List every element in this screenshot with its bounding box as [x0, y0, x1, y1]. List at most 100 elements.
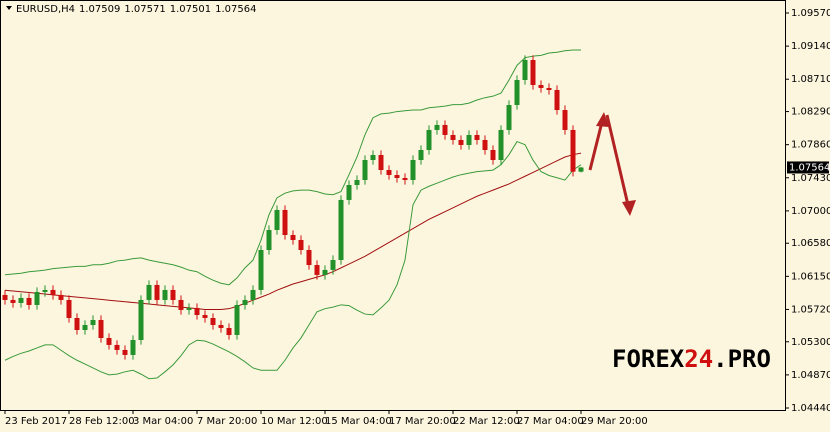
- indicator-line: [4, 152, 582, 310]
- forecast-arrows: [588, 112, 636, 216]
- candle-body: [514, 79, 520, 106]
- arrow-down: [605, 114, 630, 206]
- candle-body: [130, 340, 136, 355]
- candle-body: [346, 185, 352, 200]
- candle-body: [178, 299, 184, 310]
- candle-body: [274, 209, 280, 230]
- x-tick-label: 23 Feb 2017: [5, 416, 67, 427]
- candle-body: [82, 324, 88, 331]
- candle-body: [442, 124, 448, 135]
- candle-body: [338, 199, 344, 261]
- candle-body: [354, 180, 360, 186]
- candle-body: [434, 124, 440, 130]
- candle-body: [218, 324, 224, 328]
- candle-body: [210, 317, 216, 325]
- candle-body: [138, 299, 144, 341]
- candle-body: [58, 294, 64, 300]
- candle-body: [410, 159, 416, 181]
- candle-body: [186, 307, 192, 310]
- y-tick-label: 1.06580: [791, 238, 830, 249]
- candle-body: [538, 85, 544, 89]
- candle-body: [226, 328, 232, 336]
- candle-body: [386, 170, 392, 176]
- candle-body: [250, 289, 256, 300]
- menu-arrow: [6, 6, 12, 10]
- x-tick-label: 10 Mar 12:00: [261, 416, 328, 427]
- x-tick-label: 29 Mar 20:00: [581, 416, 648, 427]
- arrow-head: [596, 112, 609, 127]
- x-tick-label: 7 Mar 20:00: [197, 416, 257, 427]
- y-tick-label: 1.08710: [791, 74, 830, 85]
- candle-body: [282, 209, 288, 235]
- indicator-line: [4, 49, 581, 286]
- y-tick-label: 1.07430: [791, 173, 830, 184]
- candle-body: [154, 284, 160, 300]
- candle-body: [146, 284, 152, 300]
- plot-frame: [0, 0, 786, 411]
- candle-body: [394, 175, 400, 179]
- arrow-up: [588, 121, 604, 171]
- candle-body: [306, 250, 312, 266]
- x-tick-label: 22 Mar 12:00: [453, 416, 520, 427]
- candle-body: [362, 159, 368, 181]
- indicator-line: [4, 140, 582, 380]
- arrow-head: [622, 200, 636, 216]
- y-tick-label: 1.09140: [791, 41, 830, 52]
- y-tick-label: 1.06150: [791, 271, 830, 282]
- candle-body: [322, 269, 328, 275]
- candle-body: [298, 239, 304, 251]
- candle-body: [10, 299, 16, 303]
- candle-body: [474, 134, 480, 140]
- candle-body: [370, 154, 376, 160]
- candle-body: [378, 154, 384, 171]
- y-tick-label: 1.08290: [791, 107, 830, 118]
- candle-body: [570, 129, 576, 172]
- candle-body: [26, 297, 32, 305]
- watermark-part: .PRO: [713, 345, 771, 373]
- candle-body: [578, 167, 584, 172]
- y-tick-label: 1.07860: [791, 140, 830, 151]
- candle-body: [498, 129, 504, 160]
- candle-body: [554, 90, 560, 111]
- ohlc-high: 1.07571: [124, 4, 165, 15]
- candle-body: [266, 229, 272, 251]
- y-tick-label: 1.05300: [791, 337, 830, 348]
- candle-body: [162, 289, 168, 300]
- candle-body: [234, 304, 240, 336]
- candle-body: [458, 139, 464, 145]
- candle-body: [562, 110, 568, 130]
- candle-body: [90, 319, 96, 325]
- ohlc-low: 1.07501: [170, 4, 211, 15]
- candle-body: [290, 234, 296, 240]
- candle-body: [482, 139, 488, 150]
- candle-body: [330, 260, 336, 270]
- header: EURUSD,H4 1.07509 1.07571 1.07501 1.07564: [16, 4, 256, 15]
- candle-body: [546, 88, 552, 91]
- x-tick-label: 27 Mar 04:00: [517, 416, 584, 427]
- candle-body: [42, 289, 48, 292]
- candle-body: [242, 299, 248, 305]
- candle-body: [202, 314, 208, 318]
- candle-body: [450, 134, 456, 140]
- candle-body: [426, 129, 432, 150]
- y-tick-label: 1.05720: [791, 304, 830, 315]
- candle-body: [194, 307, 200, 315]
- candle-body: [402, 178, 408, 181]
- candle-body: [314, 265, 320, 275]
- candle-body: [530, 59, 536, 86]
- watermark-part: FOREX: [612, 345, 685, 373]
- candle-body: [106, 338, 112, 345]
- x-tick-label: 15 Mar 04:00: [325, 416, 392, 427]
- candle-body: [34, 291, 40, 305]
- y-tick-label: 1.09570: [791, 8, 830, 19]
- candle-body: [258, 250, 264, 290]
- candle-body: [18, 297, 24, 303]
- x-tick-label: 28 Feb 12:00: [69, 416, 135, 427]
- price-label: 1.07564: [789, 162, 830, 173]
- watermark: FOREX24.PRO: [612, 345, 771, 373]
- ohlc-open: 1.07509: [79, 4, 120, 15]
- price-box: [787, 161, 829, 174]
- y-tick-label: 1.04440: [791, 403, 830, 414]
- watermark-part: 24: [684, 345, 713, 373]
